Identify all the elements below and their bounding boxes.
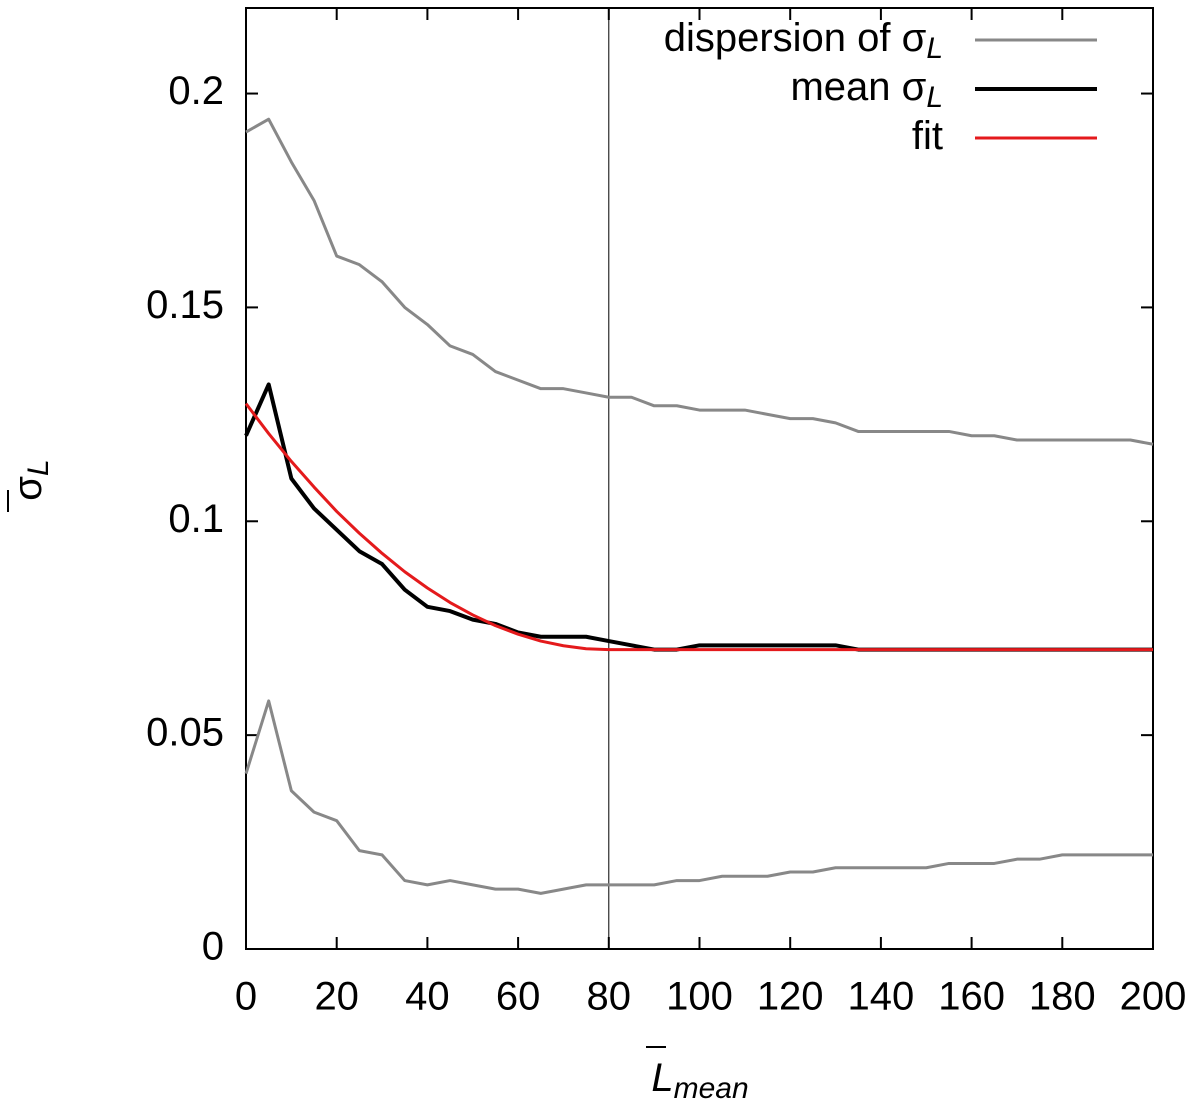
series-line — [244, 382, 1153, 652]
legend-sub: L — [926, 32, 943, 65]
x-tick-label: 160 — [938, 975, 1005, 1019]
y-tick-label: 0.05 — [146, 711, 224, 755]
legend-label: fit — [912, 114, 943, 158]
y-label-sub: L — [22, 459, 55, 476]
legend-entry: mean σL — [790, 65, 1097, 114]
legend-name: fit — [912, 114, 943, 158]
y-tick-label: 0 — [202, 925, 224, 969]
x-tick-label: 60 — [496, 975, 541, 1019]
x-tick-label: 80 — [587, 975, 632, 1019]
legend-entry: fit — [912, 114, 1097, 158]
x-tick-label: 120 — [757, 975, 824, 1019]
x-label-main: L — [651, 1056, 673, 1100]
legend-name: mean σ — [790, 65, 926, 109]
x-tick-label: 100 — [666, 975, 733, 1019]
x-tick-label: 140 — [848, 975, 915, 1019]
x-tick-label: 180 — [1029, 975, 1096, 1019]
x-label-sub: mean — [674, 1072, 749, 1105]
legend-sub: L — [926, 81, 943, 114]
legend-label: mean σL — [790, 65, 943, 114]
y-axis-label-group: σL — [6, 459, 55, 512]
plot-frame — [245, 7, 1154, 950]
legend-label: dispersion of σL — [664, 16, 943, 65]
x-axis-label: Lmean — [651, 1056, 748, 1105]
series-line — [244, 402, 1153, 652]
legend-entry: dispersion of σL — [664, 16, 1097, 65]
y-tick-label: 0.2 — [168, 69, 224, 113]
series-line — [245, 117, 1154, 446]
x-tick-label: 20 — [314, 975, 359, 1019]
y-tick-label: 0.15 — [146, 283, 224, 327]
y-axis-label: σL — [6, 459, 55, 500]
x-tick-label: 0 — [235, 975, 257, 1019]
y-label-main: σ — [6, 476, 50, 501]
series-line — [244, 699, 1153, 895]
x-tick-label: 200 — [1120, 975, 1187, 1019]
y-tick-label: 0.1 — [168, 497, 224, 541]
x-tick-label: 40 — [405, 975, 450, 1019]
legend-name: dispersion of σ — [664, 16, 927, 60]
